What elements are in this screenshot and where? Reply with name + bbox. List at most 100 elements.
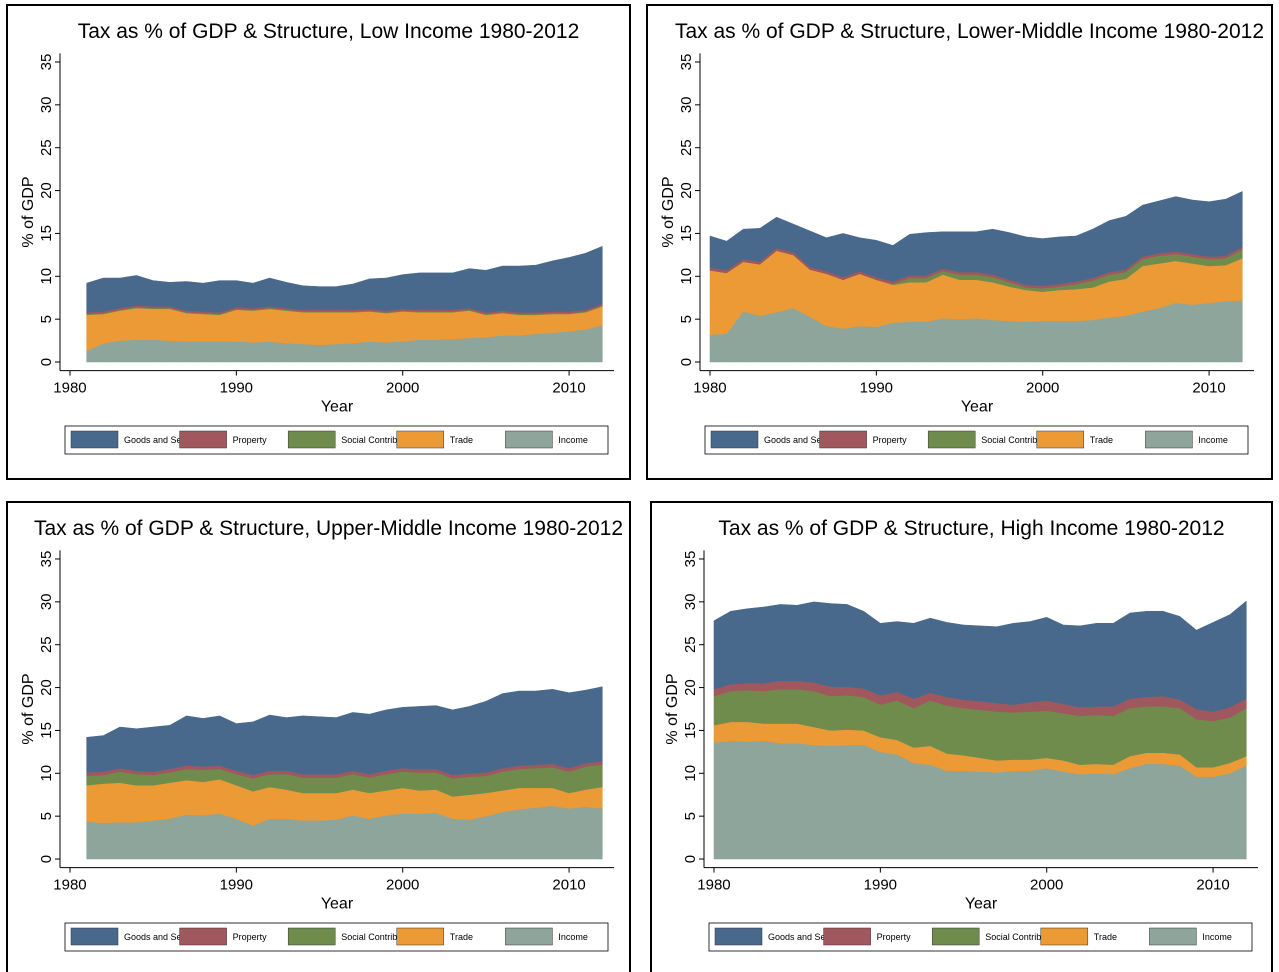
panel-border [6,4,631,480]
x-tick-label: 1990 [860,380,893,397]
y-tick-label: 5 [38,812,55,820]
legend-swatch [1145,430,1193,449]
y-tick-label: 35 [678,54,695,71]
x-axis-label: Year [965,896,998,913]
legend-label: Goods and Services [768,932,850,942]
panel: Tax as % of GDP & Structure, Low Income … [6,4,631,480]
legend-swatch [1036,430,1085,449]
legend-label: Social Contrib [985,932,1041,942]
y-tick-label: 10 [678,268,695,285]
legend-swatch [823,927,871,946]
legend-label: Property [233,435,268,445]
y-tick-label: 25 [678,139,695,156]
y-axis-label: % of GDP [20,673,37,744]
x-tick-label: 1980 [697,877,730,894]
y-axis-label: % of GDP [660,176,677,247]
x-tick-label: 1980 [53,380,86,397]
y-tick-label: 35 [38,551,55,568]
legend-label: Property [873,435,908,445]
legend-label: Social Contrib [981,435,1037,445]
legend-label: Social Contrib [341,932,397,942]
legend-swatch [179,430,227,449]
y-tick-label: 5 [38,315,55,323]
x-axis-label: Year [961,399,994,416]
x-tick-label: 2000 [386,877,419,894]
y-axis-label: % of GDP [20,176,37,247]
y-tick-label: 20 [682,679,699,696]
y-tick-label: 10 [38,268,55,285]
legend-label: Trade [1094,932,1117,942]
x-axis-label: Year [321,399,354,416]
x-tick-label: 2010 [1196,877,1229,894]
x-tick-label: 2000 [1030,877,1063,894]
x-axis-label: Year [321,896,354,913]
legend-label: Property [233,932,268,942]
legend-label: Trade [1090,435,1113,445]
legend-swatch [287,927,336,946]
legend-swatch [931,927,980,946]
y-tick-label: 25 [38,139,55,156]
y-tick-label: 25 [682,636,699,653]
panel-border [6,501,631,972]
chart-title: Tax as % of GDP & Structure, Low Income … [78,20,580,43]
legend-swatch [70,430,119,449]
area-0 [713,600,1247,712]
x-tick-label: 2010 [552,380,585,397]
area-0 [86,245,603,313]
legend-label: Property [877,932,912,942]
x-tick-label: 2000 [1026,380,1059,397]
chart-title: Tax as % of GDP & Structure, Upper-Middl… [34,517,623,540]
legend-label: Social Contrib [341,435,397,445]
legend-swatch [70,927,119,946]
legend-label: Goods and Services [124,435,206,445]
y-tick-label: 35 [38,54,55,71]
legend-label: Trade [450,932,473,942]
area-0 [86,686,603,776]
x-tick-label: 1980 [693,380,726,397]
legend-swatch [396,927,445,946]
panel-border [646,4,1273,480]
y-tick-label: 0 [38,855,55,863]
legend-swatch [396,430,445,449]
y-tick-label: 5 [678,315,695,323]
y-tick-label: 20 [38,679,55,696]
y-tick-label: 30 [682,593,699,610]
y-tick-label: 15 [38,722,55,739]
legend-label: Goods and Services [764,435,846,445]
y-tick-label: 15 [682,722,699,739]
y-tick-label: 15 [678,225,695,242]
x-tick-label: 1990 [220,380,253,397]
y-tick-label: 30 [38,96,55,113]
panel: Tax as % of GDP & Structure, Lower-Middl… [646,4,1273,480]
legend-swatch [179,927,227,946]
y-tick-label: 10 [38,765,55,782]
legend-label: Income [1198,435,1228,445]
legend-label: Income [558,435,588,445]
y-tick-label: 30 [678,96,695,113]
legend-swatch [710,430,759,449]
y-tick-label: 10 [682,765,699,782]
y-tick-label: 30 [38,593,55,610]
x-tick-label: 1990 [864,877,897,894]
x-tick-label: 2010 [552,877,585,894]
legend-label: Trade [450,435,473,445]
legend-swatch [287,430,336,449]
y-tick-label: 5 [682,812,699,820]
y-tick-label: 35 [682,551,699,568]
y-tick-label: 20 [678,182,695,199]
panel-border [650,501,1273,972]
y-tick-label: 20 [38,182,55,199]
legend-swatch [1040,927,1089,946]
legend-label: Income [1202,932,1232,942]
area-0 [709,191,1243,286]
x-tick-label: 1980 [53,877,86,894]
y-tick-label: 0 [682,855,699,863]
x-tick-label: 2000 [386,380,419,397]
panel: Tax as % of GDP & Structure, Upper-Middl… [6,501,631,972]
y-axis-label: % of GDP [664,673,681,744]
legend-label: Goods and Services [124,932,206,942]
legend-swatch [714,927,763,946]
legend-swatch [927,430,976,449]
y-tick-label: 15 [38,225,55,242]
